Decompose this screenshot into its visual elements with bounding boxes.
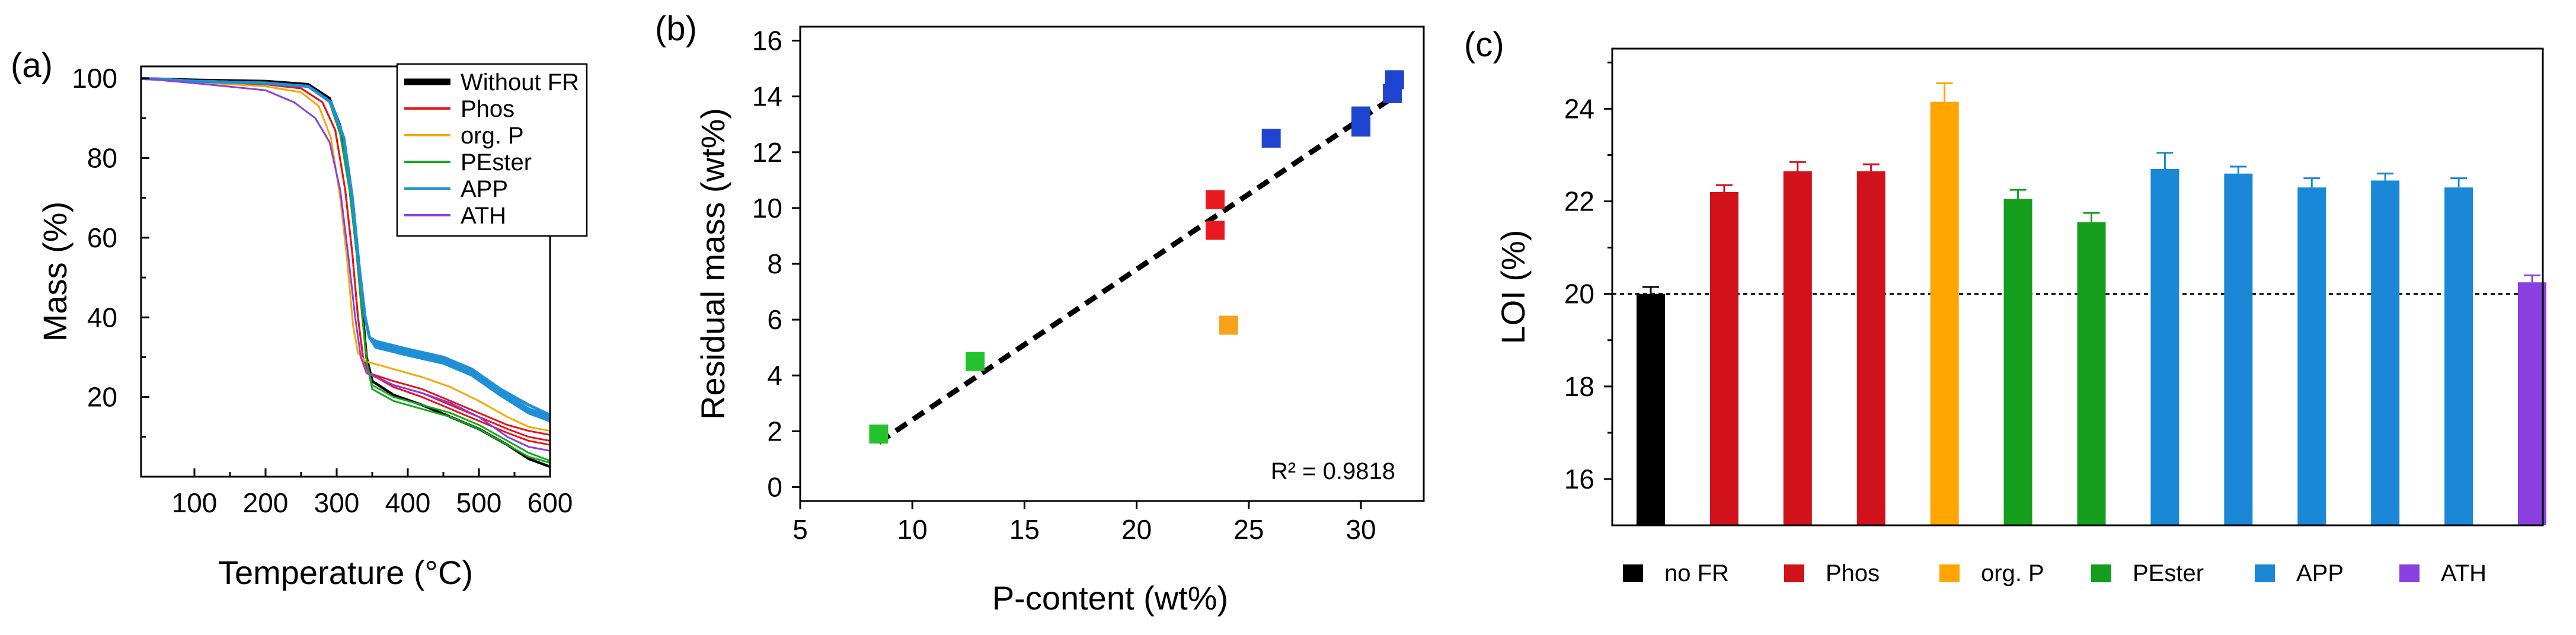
panel-a-legend-label: PEster [461,149,532,175]
panel-c-bar [2003,199,2032,525]
panel-b-frame [799,25,1425,502]
panel-a-x-tick-label: 400 [385,487,431,518]
panel-c-bar [2224,173,2253,525]
panel-b-y-tick-label: 4 [767,360,782,391]
panel-c-bar [2077,222,2106,525]
panel-a-x-tick-label: 500 [456,487,502,518]
panel-b-x-tick-label: 25 [1233,514,1264,545]
panel-c-y-tick-label: 20 [1564,279,1594,309]
panel-c-bar [2150,168,2179,526]
panel-a-legend-box [396,63,588,237]
panel-a-y-tick-label: 80 [87,143,117,174]
panel-a-y-axis-label: Mass (%) [36,202,73,342]
panel-c-bar [2518,282,2546,525]
panel-c-legend-label: no FR [1664,560,1729,586]
panel-c-legend-label: APP [2296,560,2344,586]
panel-c-legend-label: Phos [1826,560,1880,586]
panel-c-legend-swatch [1784,564,1804,582]
panel-c-bar [2371,180,2400,525]
panel-c-legend-swatch [2255,564,2275,582]
panel-c-y-tick-label: 18 [1564,371,1594,402]
panel-a-y-tick-label: 40 [87,302,117,333]
panel-a-series-4-line-3 [140,76,551,423]
panel-c-y-tick-label: 22 [1564,186,1594,217]
panel-a-label: (a) [11,46,53,85]
panel-c-bar [1930,101,1959,526]
panel-b-trendline [877,97,1392,445]
panel-b-data-point [1261,129,1281,148]
panel-a-series-5-line-0 [140,77,551,452]
panel-b-y-tick-label: 2 [767,416,782,446]
panel-c-y-tick-label: 16 [1564,464,1594,494]
panel-c-y-axis-label: LOI (%) [1494,230,1532,344]
panel-b-x-tick-label: 15 [1009,514,1040,545]
panel-a-series-1-line-2 [140,77,551,446]
panel-c-legend-label: ATH [2441,560,2486,586]
panel-a-x-tick-label: 200 [243,487,289,518]
panel-b-x-tick-label: 5 [792,514,808,545]
panel-c-legend: no FR Phos org. P PEster APP ATH [1623,560,2486,586]
panel-c-legend-swatch [1939,564,1960,582]
panel-a-y-tick-label: 20 [87,382,117,413]
panel-b-data-point [1219,315,1238,335]
panel-c-legend-swatch [2091,564,2111,582]
panel-a-legend-label: Without FR [461,69,579,95]
panel-c-legend-swatch [1623,564,1643,582]
panel-b-scatter-chart: (b) 5 10 15 20 25 30 0 2 4 6 8 10 12 14 16 R² = 0.981… [655,9,1425,617]
panel-b-y-tick-label: 0 [767,471,782,502]
panel-a-y-tick-label: 100 [72,63,117,94]
panel-b-r-squared: R² = 0.9818 [1271,458,1395,484]
panel-b-y-tick-label: 14 [752,81,782,112]
panel-c-bar [2297,187,2326,525]
panel-a-x-tick-label: 100 [172,487,218,518]
panel-a-frame [140,65,551,478]
panel-b-x-tick-label: 30 [1345,514,1376,545]
panel-b-label: (b) [655,9,697,48]
panel-a-legend-label: org. P [461,123,524,149]
panel-c-bar [2444,187,2473,525]
panel-b-y-tick-label: 8 [767,248,782,279]
panel-b-data-point [1206,190,1225,209]
panel-a-x-tick-label: 600 [528,487,573,518]
panel-a-series-2-line-0 [140,77,551,432]
panel-b-data-point [1351,117,1371,137]
panel-b-y-tick-label: 6 [767,304,782,335]
panel-c-frame [1611,47,2544,526]
panel-b-y-axis-label: Residual mass (wt%) [694,108,731,420]
panel-a-y-tick-label: 60 [87,222,117,253]
panel-c-legend-label: PEster [2133,560,2204,586]
panel-b-x-axis-label: P-content (wt%) [992,579,1228,617]
panel-c-bar [1783,171,1812,525]
panel-b-x-tick-label: 20 [1121,514,1152,545]
panel-a-legend-label: ATH [461,203,506,229]
panel-b-data-point [1385,70,1404,90]
panel-c-legend-label: org. P [1981,560,2044,586]
panel-a-x-axis-label: Temperature (°C) [218,554,473,591]
panel-b-data-point [1206,221,1225,240]
panel-a-legend-label: Phos [461,96,514,122]
panel-b-data-point [869,425,889,444]
panel-c-label: (c) [1464,25,1504,64]
panel-a-x-tick-label: 300 [314,487,360,518]
panel-b-x-tick-label: 10 [897,514,928,545]
panel-c-bar [1637,293,1665,525]
panel-c-bar-chart: (c) 16 18 20 22 24 LOI (%) no FR Phos org. P PE… [1464,25,2546,586]
panel-b-y-tick-label: 16 [752,25,782,56]
panel-b-y-tick-label: 12 [752,137,782,168]
panel-b-y-tick-label: 10 [752,193,782,224]
panel-c-bar [1856,171,1885,525]
panel-a-legend-label: APP [461,176,508,202]
panel-b-data-point [966,352,985,371]
panel-a-tga-chart: (a) 100 200 300 400 500 600 20 40 60 80 100 Tempe… [11,46,588,591]
panel-c-bar [1709,192,1738,525]
panel-c-y-tick-label: 24 [1564,93,1594,124]
panel-c-legend-swatch [2399,564,2420,582]
